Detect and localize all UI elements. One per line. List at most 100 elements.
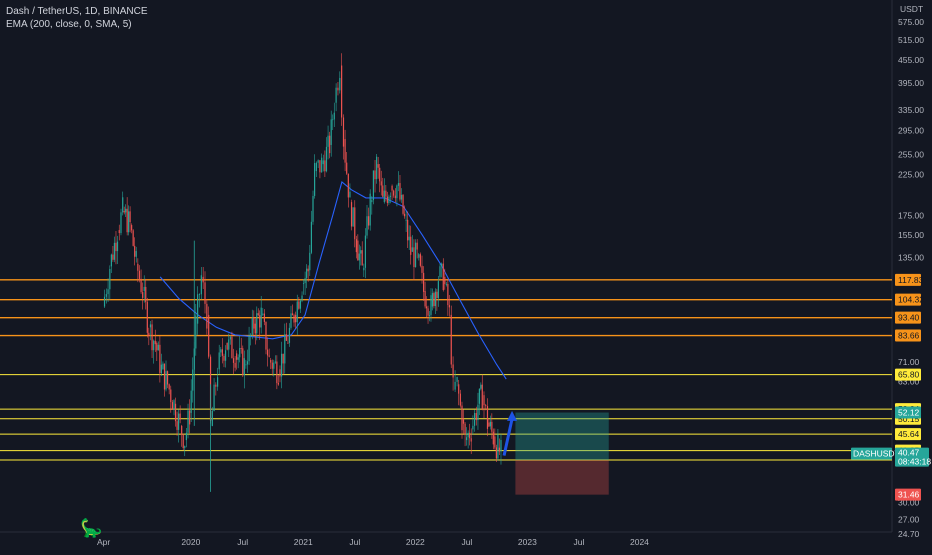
- candle-body: [185, 432, 187, 441]
- candle-body: [215, 384, 217, 387]
- price-tick-label: 24.70: [898, 529, 920, 539]
- candle-body: [245, 364, 247, 366]
- candle-body: [480, 384, 482, 389]
- candle-body: [430, 295, 432, 315]
- candle-body: [379, 167, 381, 182]
- stop-price-tag: [895, 488, 921, 501]
- candle-body: [423, 272, 425, 292]
- candle-body: [236, 353, 238, 360]
- symbol-tag: [851, 447, 892, 460]
- price-tick-label: 515.00: [898, 35, 924, 45]
- candle-body: [103, 296, 106, 307]
- candle-body: [414, 242, 417, 268]
- candle-body: [325, 146, 328, 172]
- indicator-title[interactable]: EMA (200, close, 0, SMA, 5): [6, 19, 132, 30]
- candle-body: [198, 294, 201, 296]
- candle-body: [369, 193, 371, 226]
- candle-body: [494, 436, 496, 448]
- candle-body: [232, 358, 235, 363]
- candle-body: [129, 211, 131, 223]
- candle-body: [223, 355, 225, 361]
- time-tick-label: Apr: [97, 537, 110, 547]
- candle-body: [276, 361, 278, 384]
- level-price-label: 117.83: [898, 275, 924, 285]
- symbol-title[interactable]: Dash / TetherUS, 1D, BINANCE: [6, 6, 148, 17]
- candle-body: [357, 240, 359, 261]
- price-tick-label: 255.00: [898, 149, 924, 159]
- candle-body: [382, 185, 384, 197]
- level-price-label: 83.66: [898, 331, 920, 341]
- price-tick-label: 395.00: [898, 78, 924, 88]
- time-tick-label: 2024: [630, 537, 649, 547]
- candle-body: [355, 239, 357, 253]
- candle-body: [486, 406, 489, 429]
- price-tick-label: 155.00: [898, 230, 924, 240]
- time-tick-label: 2022: [406, 537, 425, 547]
- candle-body: [237, 357, 239, 360]
- candle-body: [156, 342, 158, 351]
- candle-body: [377, 164, 379, 168]
- candle-body: [315, 162, 317, 172]
- price-tick-label: 295.00: [898, 126, 924, 136]
- candle-body: [301, 295, 303, 301]
- candle-body: [405, 219, 407, 221]
- candle-body: [159, 344, 161, 374]
- candle-body: [421, 265, 423, 273]
- candle-body: [224, 350, 227, 361]
- candle-body: [358, 253, 360, 261]
- candle-body: [408, 236, 410, 241]
- candle-body: [157, 344, 159, 351]
- candle-body: [266, 349, 269, 356]
- candle-body: [226, 342, 228, 350]
- trend-arrow-shaft: [502, 418, 514, 456]
- countdown-label: 08:43:18: [898, 457, 931, 467]
- time-tick-label: Jul: [237, 537, 248, 547]
- candle-body: [400, 194, 403, 200]
- candle-body: [448, 305, 451, 308]
- price-tick-label: 71.00: [898, 357, 920, 367]
- candle-body: [399, 183, 401, 200]
- candle-body: [407, 219, 409, 241]
- candle-body: [229, 336, 231, 340]
- level-price-tag: [895, 311, 921, 324]
- candle-body: [154, 340, 156, 345]
- candle-body: [182, 434, 184, 449]
- candle-body: [166, 371, 169, 385]
- candle-body: [259, 315, 261, 328]
- candle-body: [265, 321, 267, 350]
- candle-body: [437, 281, 439, 299]
- candle-body: [126, 208, 128, 233]
- candle-body: [288, 327, 291, 343]
- candle-body: [481, 384, 483, 410]
- price-tick-label: 27.00: [898, 515, 920, 525]
- level-price-label: 50.15: [898, 414, 920, 424]
- candle-body: [270, 359, 272, 363]
- candle-body: [341, 65, 343, 118]
- candle-body: [428, 314, 431, 316]
- candle-body: [304, 278, 306, 283]
- candle-body: [425, 306, 428, 309]
- candle-body: [165, 371, 167, 390]
- level-price-tag: [895, 368, 921, 381]
- candle-body: [473, 413, 476, 426]
- candle-body: [168, 384, 170, 390]
- candle-body: [307, 268, 309, 272]
- time-tick-label: Jul: [349, 537, 360, 547]
- level-price-tag: [895, 329, 921, 342]
- candle-body: [279, 369, 281, 377]
- candle-body: [148, 332, 150, 336]
- candle-body: [171, 402, 173, 410]
- candle-body: [333, 112, 335, 120]
- candle-body: [383, 190, 385, 203]
- candle-body: [332, 119, 334, 121]
- candle-body: [352, 207, 354, 227]
- candle-body: [213, 384, 215, 411]
- candle-body: [220, 349, 222, 353]
- candle-body: [475, 413, 477, 421]
- candle-body: [228, 339, 230, 350]
- candle-body: [190, 390, 192, 413]
- candle-body: [339, 77, 341, 91]
- candle-body: [321, 157, 323, 173]
